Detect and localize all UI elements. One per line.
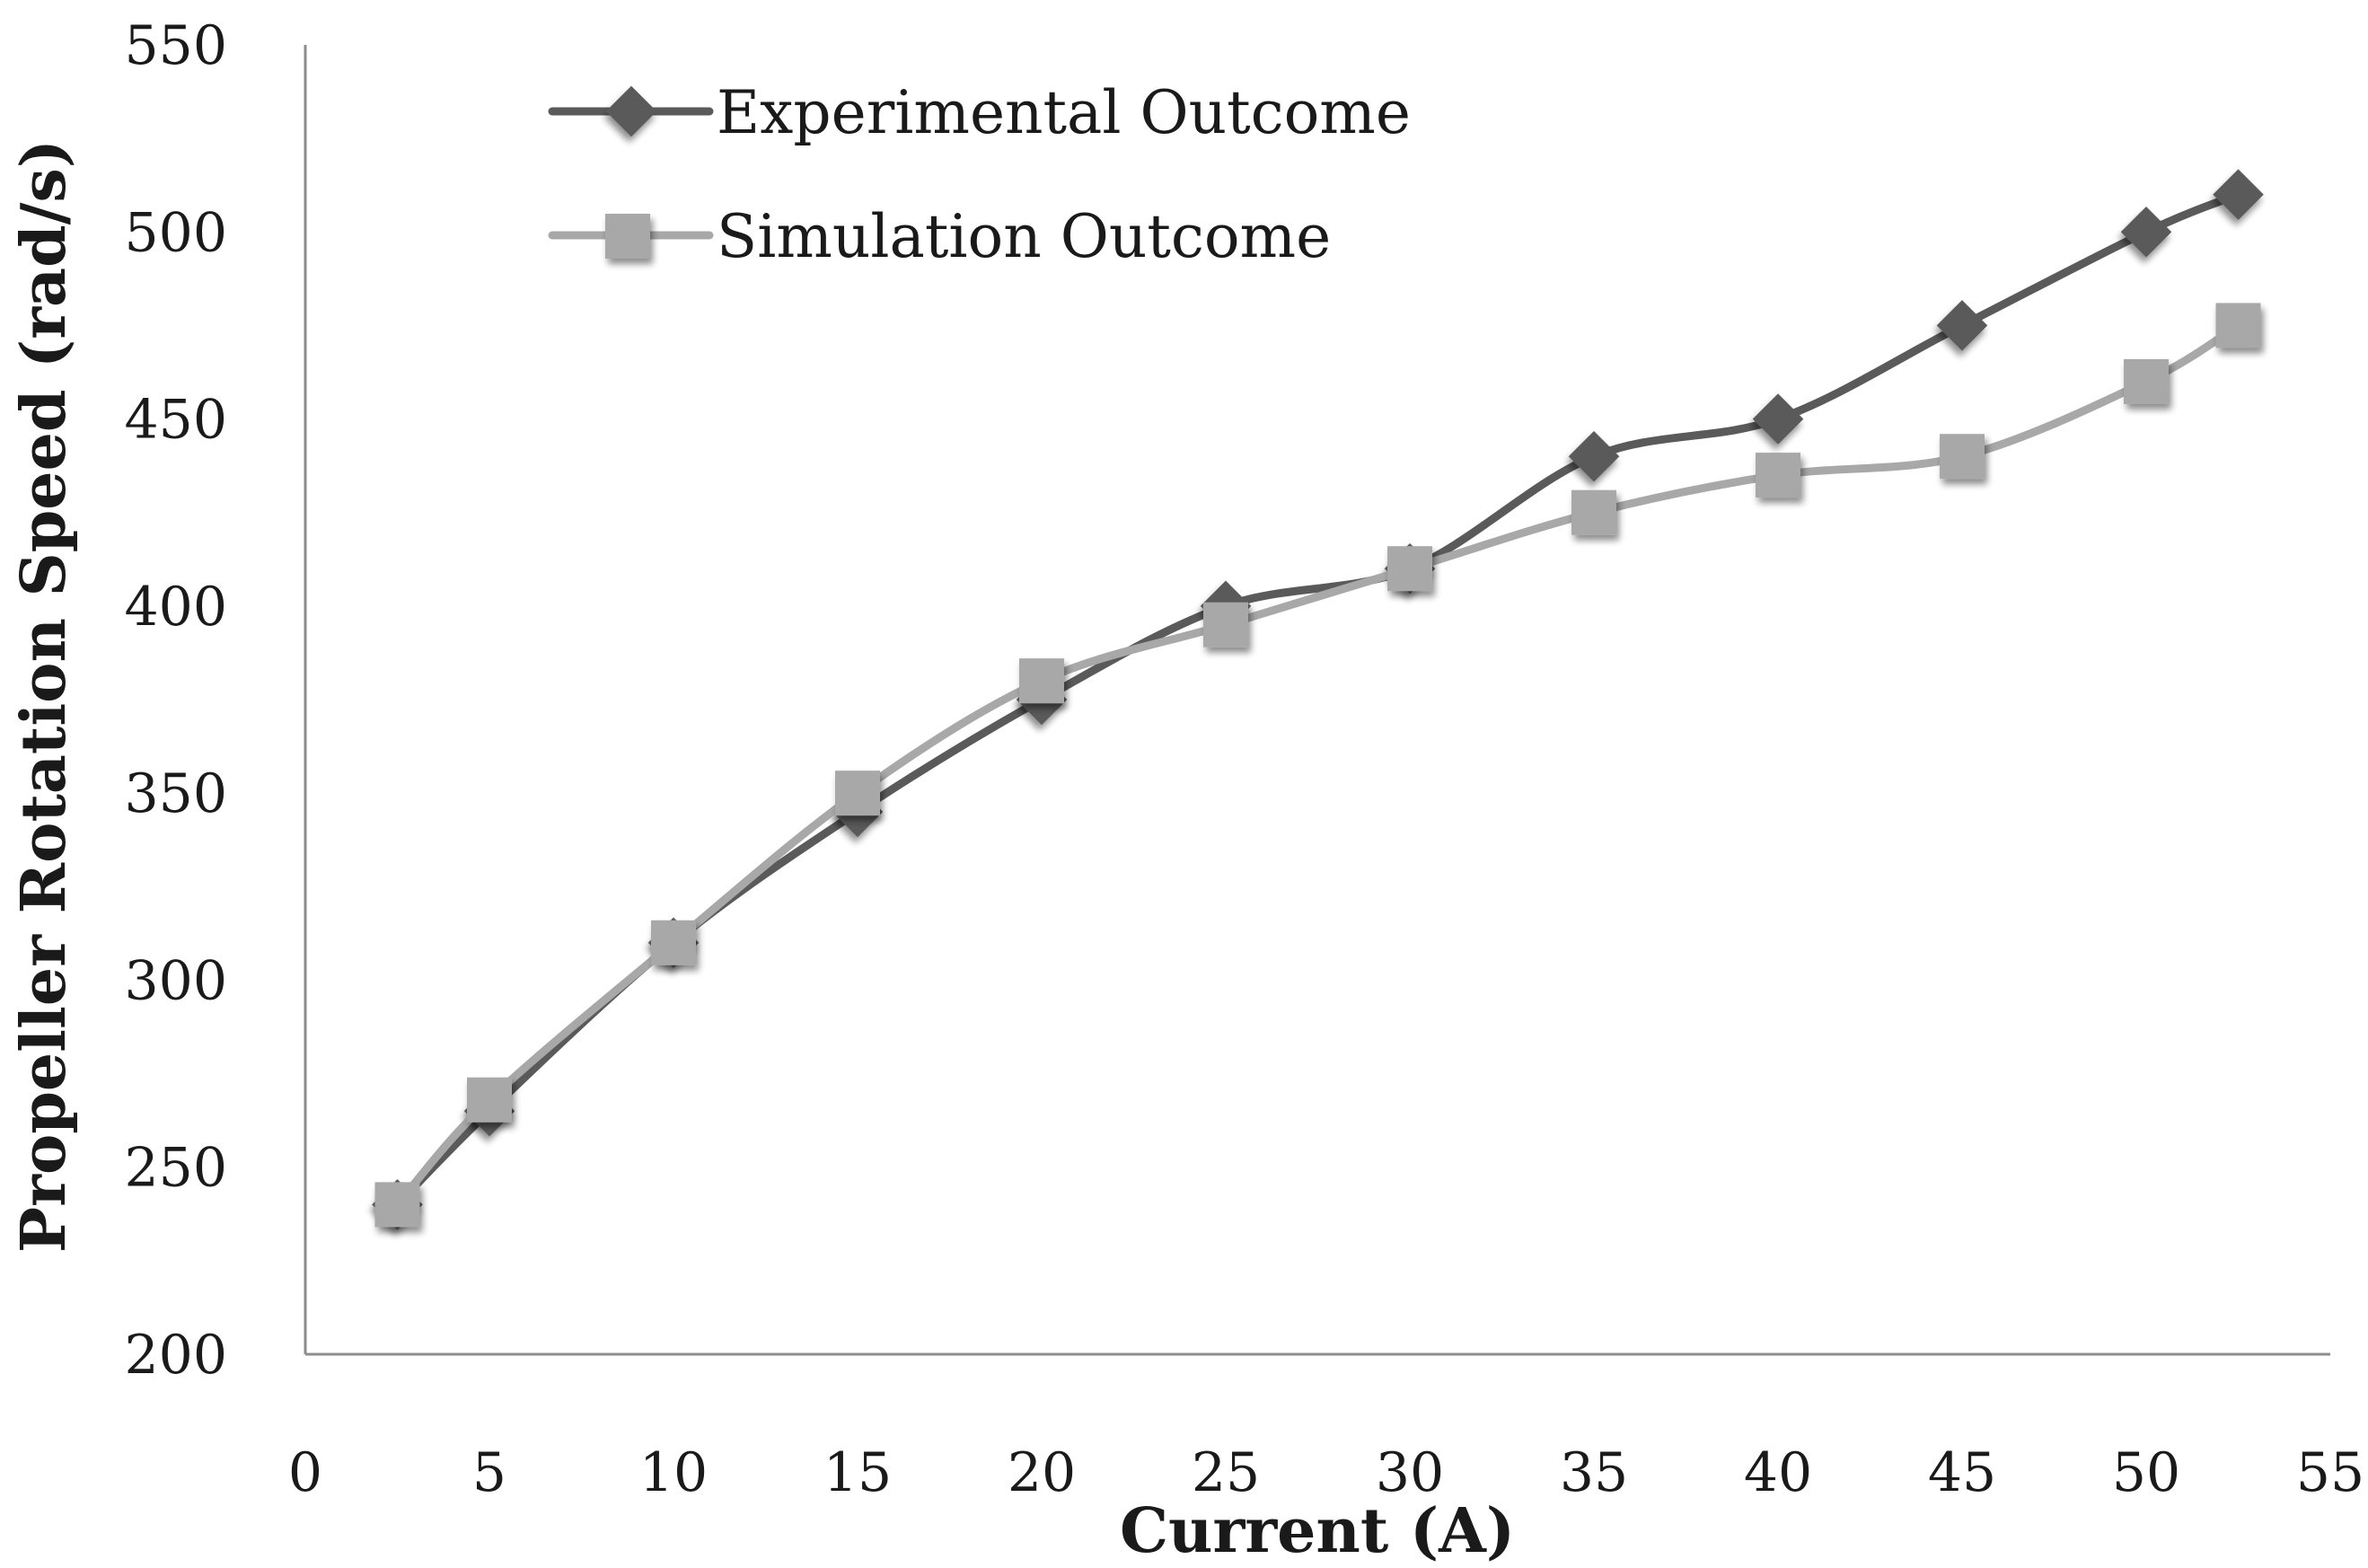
data-point-square [651, 920, 696, 965]
x-axis-title: Current (A) [1120, 1495, 1515, 1564]
y-tick-label: 250 [124, 1137, 227, 1200]
x-tick-label: 35 [1560, 1441, 1628, 1504]
y-tick-label: 300 [124, 949, 227, 1012]
data-point-square [2124, 358, 2169, 404]
data-point-diamond [2213, 169, 2264, 220]
data-point-square [1203, 602, 1248, 647]
legend-marker-diamond [605, 85, 657, 137]
data-point-diamond [1568, 430, 1620, 482]
y-tick-label: 400 [124, 576, 227, 639]
axes [304, 45, 2330, 1356]
data-point-square [835, 771, 880, 816]
legend-marker-square [605, 214, 650, 259]
data-point-square [1940, 434, 1985, 480]
x-tick-label: 40 [1744, 1441, 1812, 1504]
x-tick-label: 20 [1008, 1441, 1076, 1504]
data-point-square [467, 1077, 512, 1123]
x-tick-label: 10 [639, 1441, 708, 1504]
x-tick-label: 25 [1192, 1441, 1260, 1504]
series-simulation-outcome [374, 303, 2261, 1228]
y-tick-label: 550 [124, 14, 227, 77]
x-tick-label: 5 [472, 1441, 506, 1504]
x-tick-label: 50 [2112, 1441, 2180, 1504]
x-tick-label: 0 [288, 1441, 322, 1504]
y-axis-title: Propeller Rotation Speed (rad/s) [8, 139, 80, 1253]
data-point-square [374, 1182, 420, 1228]
tick-labels: 0 5 10 15 20 25 30 35 40 45 50 55 200 250 300 350 400 450… [124, 14, 2364, 1504]
y-tick-label: 450 [124, 389, 227, 452]
y-tick-label: 200 [124, 1324, 227, 1387]
data-point-diamond [1752, 393, 1804, 445]
data-point-diamond [2120, 207, 2172, 258]
legend-label-experimental: Experimental Outcome [717, 78, 1411, 147]
x-tick-label: 45 [1928, 1441, 1996, 1504]
x-tick-label: 30 [1376, 1441, 1444, 1504]
legend-label-simulation: Simulation Outcome [717, 202, 1331, 271]
legend: Experimental Outcome Simulation Outcome [548, 78, 1411, 271]
series-experimental-outcome [372, 169, 2264, 1230]
data-point-square [1756, 453, 1800, 498]
data-series [372, 169, 2264, 1230]
x-tick-label: 55 [2296, 1441, 2364, 1504]
y-tick-label: 500 [124, 201, 227, 264]
x-tick-label: 15 [823, 1441, 892, 1504]
data-point-diamond [1936, 300, 1988, 351]
y-tick-label: 350 [124, 762, 227, 825]
data-point-square [1019, 658, 1064, 704]
data-point-square [1387, 546, 1432, 592]
data-point-square [1571, 489, 1616, 535]
data-point-square [2215, 303, 2261, 348]
